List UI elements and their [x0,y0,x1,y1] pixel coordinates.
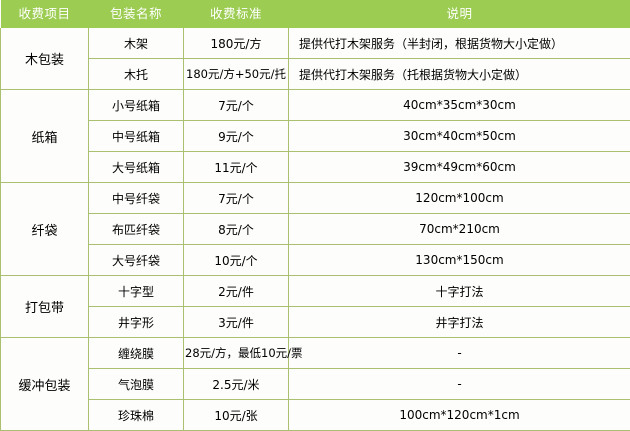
description-cell: 130cm*150cm [289,245,630,276]
fee-standard-cell: 2元/件 [184,276,289,307]
fee-standard-cell: 180元/方 [184,28,289,59]
fee-standard-cell: 10元/个 [184,245,289,276]
description-cell: 井字打法 [289,307,630,338]
package-name-cell: 中号纤袋 [89,183,184,214]
package-name-cell: 大号纸箱 [89,152,184,183]
description-cell: 70cm*210cm [289,214,630,245]
description-cell: 120cm*100cm [289,183,630,214]
package-name-cell: 十字型 [89,276,184,307]
fee-standard-cell: 7元/个 [184,183,289,214]
fee-item-category: 缓冲包装 [1,338,89,431]
package-name-cell: 小号纸箱 [89,90,184,121]
package-name-cell: 木托 [89,59,184,90]
fee-standard-cell: 7元/个 [184,90,289,121]
package-name-cell: 珍珠棉 [89,400,184,431]
table-header-row: 收费项目 包装名称 收费标准 说明 [1,0,630,28]
package-name-cell: 木架 [89,28,184,59]
table-header: 收费项目 包装名称 收费标准 说明 [1,0,630,28]
header-description: 说明 [289,0,630,28]
fee-standard-cell: 11元/个 [184,152,289,183]
fee-standard-cell: 28元/方，最低10元/票 [184,338,289,369]
header-fee-standard: 收费标准 [184,0,289,28]
header-package-name: 包装名称 [89,0,184,28]
fee-item-category: 打包带 [1,276,89,338]
package-name-cell: 中号纸箱 [89,121,184,152]
package-name-cell: 气泡膜 [89,369,184,400]
description-cell: 提供代打木架服务（半封闭，根据货物大小定做） [289,28,630,59]
fee-standard-cell: 3元/件 [184,307,289,338]
description-cell: 39cm*49cm*60cm [289,152,630,183]
package-name-cell: 大号纤袋 [89,245,184,276]
description-cell: 30cm*40cm*50cm [289,121,630,152]
description-cell: 十字打法 [289,276,630,307]
fee-standard-cell: 8元/个 [184,214,289,245]
description-cell: - [289,369,630,400]
fee-standard-cell: 10元/张 [184,400,289,431]
fee-item-category: 纸箱 [1,90,89,183]
fee-standard-cell: 9元/个 [184,121,289,152]
description-cell: - [289,338,630,369]
fee-standard-cell: 2.5元/米 [184,369,289,400]
description-cell: 100cm*120cm*1cm [289,400,630,431]
description-cell: 40cm*35cm*30cm [289,90,630,121]
description-cell: 提供代打木架服务（托根据货物大小定做） [289,59,630,90]
fee-standard-cell: 180元/方+50元/托 [184,59,289,90]
fee-item-category: 木包装 [1,28,89,90]
fee-item-category: 纤袋 [1,183,89,276]
package-name-cell: 布匹纤袋 [89,214,184,245]
header-fee-item: 收费项目 [1,0,89,28]
package-name-cell: 缠绕膜 [89,338,184,369]
package-name-cell: 井字形 [89,307,184,338]
